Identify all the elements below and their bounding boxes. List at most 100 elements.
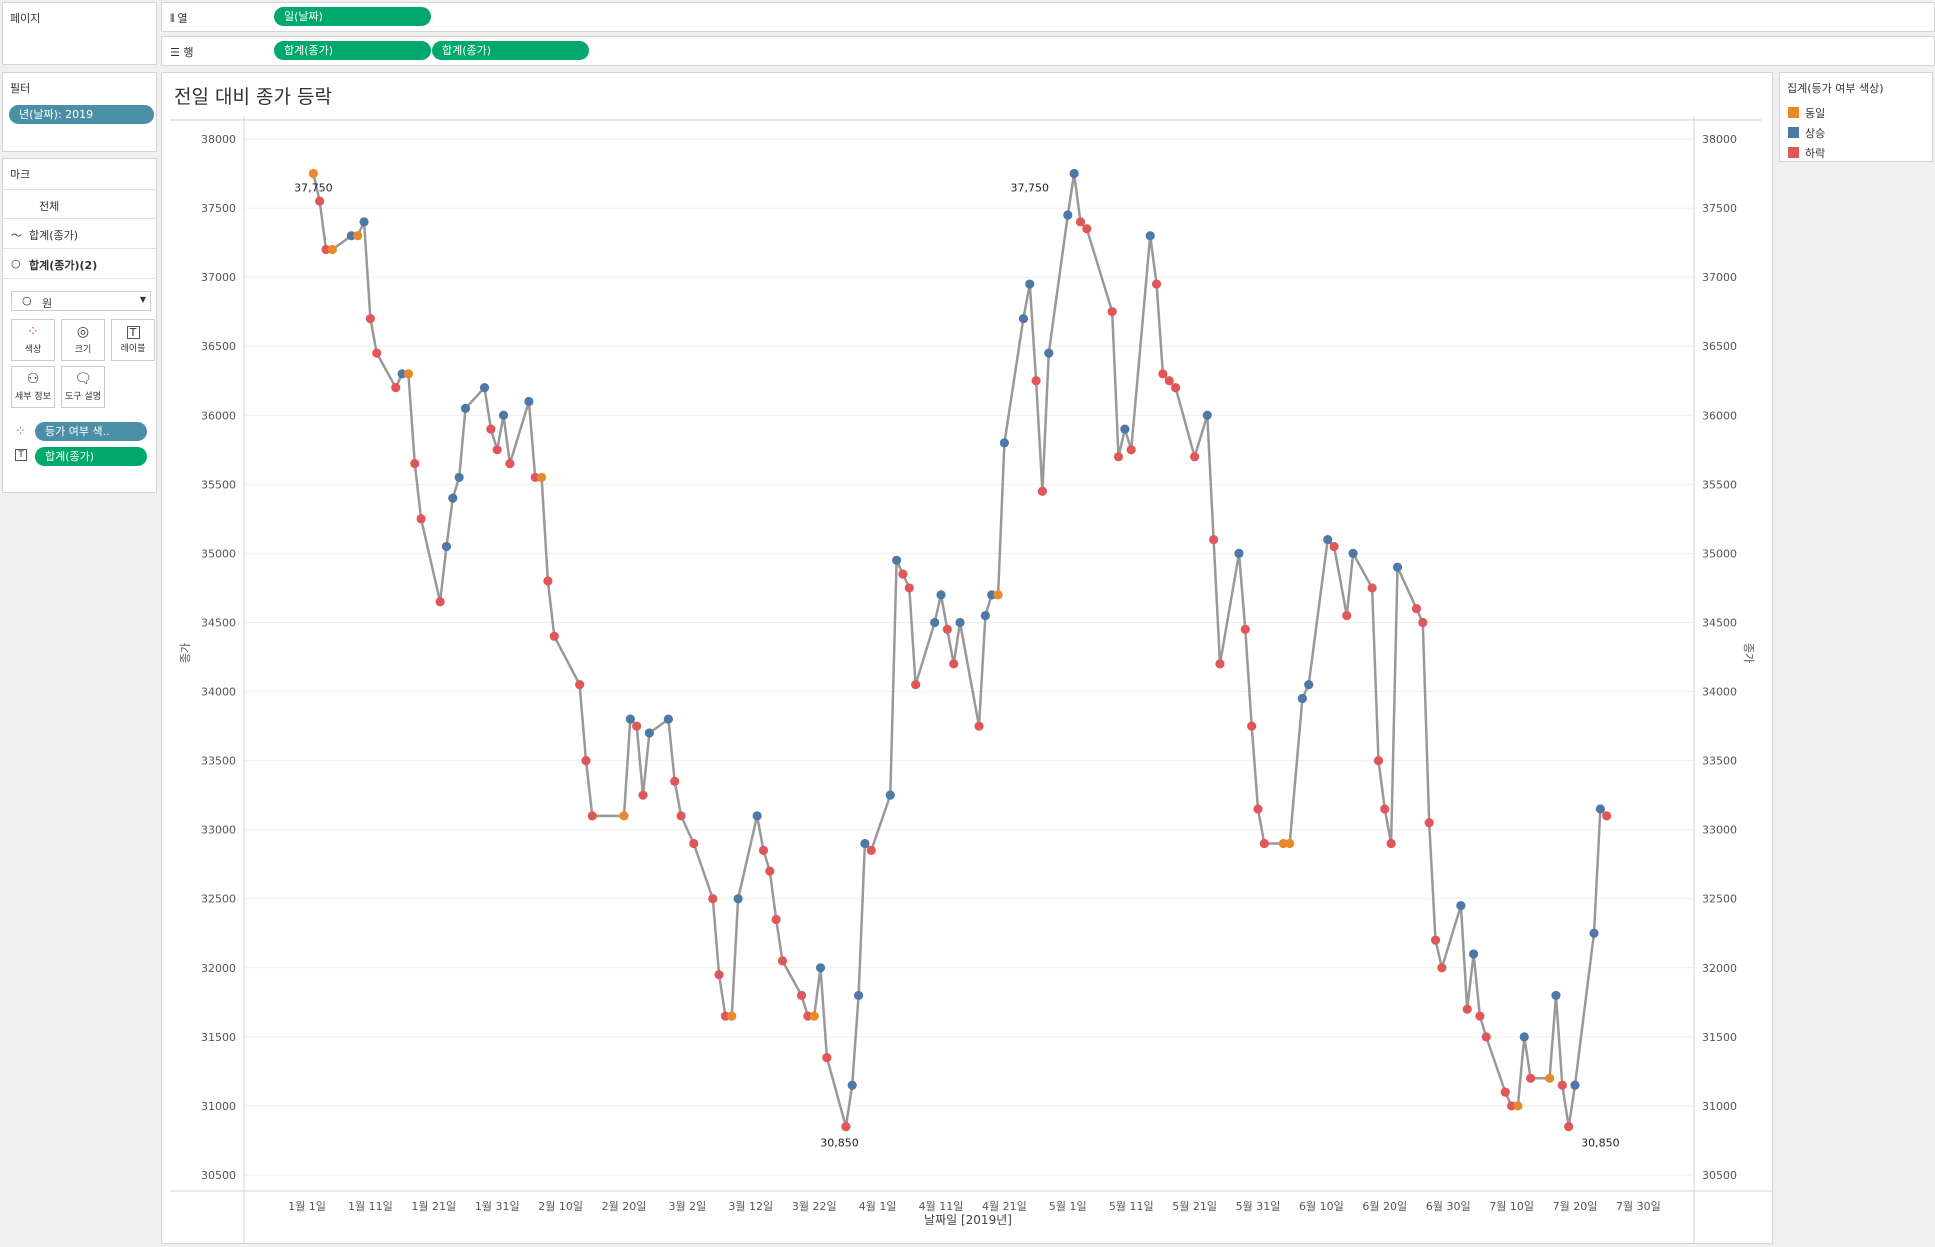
data-point <box>1190 452 1200 462</box>
data-point <box>1564 1122 1574 1132</box>
filters-label: 필터 <box>10 82 31 95</box>
x-tick-label: 1월 31일 <box>475 1199 520 1213</box>
data-point <box>980 610 990 621</box>
data-point <box>1278 838 1288 849</box>
y-tick-label-right: 34500 <box>1702 616 1737 629</box>
data-point <box>353 231 363 241</box>
data-point <box>536 472 547 483</box>
data-point <box>841 1122 851 1132</box>
data-point <box>410 459 420 469</box>
columns-pill-date[interactable]: 일(날짜) <box>274 7 431 26</box>
data-point <box>1507 1101 1517 1111</box>
mark-type-select[interactable]: ○ 원 ▼ <box>11 291 151 311</box>
y-tick-label-right: 33500 <box>1702 755 1737 768</box>
detail-button[interactable]: ⚇ 세부 정보 <box>11 366 55 408</box>
x-tick-label: 6월 10일 <box>1299 1199 1344 1213</box>
data-point <box>860 838 870 849</box>
data-point <box>644 728 654 738</box>
tooltip-button[interactable]: 🗨 도구 설명 <box>61 366 105 408</box>
data-point <box>1285 838 1295 849</box>
marks-field-label[interactable]: 합계(종가) <box>35 447 147 466</box>
data-point <box>727 1011 737 1021</box>
data-point <box>1411 604 1422 614</box>
data-point <box>435 597 445 607</box>
data-point <box>1215 659 1225 669</box>
legend-item-up[interactable]: 상승 <box>1788 125 1825 141</box>
rows-shelf[interactable]: ☰ 행 합계(종가) 합계(종가) <box>161 36 1935 66</box>
line-chart: 전일 대비 종가 등락 30500 30500 31000 31000 31500 3150… <box>170 86 1772 1243</box>
data-point <box>1158 369 1168 379</box>
data-point <box>575 680 585 690</box>
marks-tab-all[interactable]: 전체 <box>3 189 156 219</box>
data-point <box>752 811 762 821</box>
data-point <box>892 555 902 565</box>
x-tick-label: 7월 10일 <box>1489 1199 1534 1213</box>
data-point <box>853 990 864 1001</box>
y-tick-label-right: 37000 <box>1702 271 1737 284</box>
data-point <box>987 590 997 600</box>
data-label: 30,850 <box>820 1137 859 1150</box>
data-point <box>1392 562 1403 572</box>
data-point <box>1342 610 1352 621</box>
y-tick-label-right: 36500 <box>1702 340 1737 353</box>
data-point <box>416 514 426 524</box>
legend-swatch-same <box>1788 107 1799 118</box>
y-tick-label-right: 34000 <box>1702 686 1737 699</box>
filter-pill-year[interactable]: 년(날짜): 2019 <box>9 105 154 124</box>
marks-field-color[interactable]: 등가 여부 색.. <box>35 422 147 441</box>
legend-item-same[interactable]: 동일 <box>1788 105 1825 121</box>
marks-tab-layer2[interactable]: ○ 합계(종가)(2) <box>3 249 156 279</box>
data-point <box>1037 486 1048 496</box>
legend-item-down[interactable]: 하락 <box>1788 145 1825 161</box>
data-point <box>955 617 965 628</box>
data-point <box>904 583 914 593</box>
y-tick-label-right: 32000 <box>1702 962 1737 975</box>
y-tick-label-left: 33500 <box>201 755 236 768</box>
columns-icon: ⦀ <box>170 12 175 25</box>
y-tick-label-left: 32000 <box>201 962 236 975</box>
size-button[interactable]: ◎ 크기 <box>61 319 105 361</box>
data-point <box>391 383 401 393</box>
color-button[interactable]: ⁘ 색상 <box>11 319 55 361</box>
rows-pill-close-2[interactable]: 합계(종가) <box>432 41 589 60</box>
legend-swatch-up <box>1788 127 1799 138</box>
data-point <box>1418 617 1428 628</box>
data-point <box>1475 1011 1485 1021</box>
x-tick-label: 1월 21일 <box>411 1199 456 1213</box>
data-point <box>758 845 769 855</box>
legend-panel: 집계(등가 여부 색상) 동일 상승 하락 <box>1779 72 1933 162</box>
y-tick-label-left: 36000 <box>201 409 236 422</box>
data-point <box>1595 804 1605 814</box>
data-point <box>1253 804 1263 814</box>
data-point <box>942 624 952 634</box>
label-button[interactable]: T 레이블 <box>111 319 155 361</box>
data-point <box>765 866 775 876</box>
data-point <box>492 445 502 455</box>
data-point <box>505 459 515 469</box>
data-point <box>936 590 946 600</box>
data-point <box>1145 231 1155 241</box>
data-point <box>1075 217 1086 227</box>
marks-tab-layer1[interactable]: 〜 합계(종가) <box>3 219 156 249</box>
data-point <box>441 541 452 552</box>
data-point <box>403 369 414 379</box>
data-point <box>1557 1080 1567 1090</box>
data-point <box>365 313 375 324</box>
columns-shelf[interactable]: ⦀ 열 일(날짜) <box>161 2 1935 32</box>
data-point <box>479 383 490 393</box>
x-tick-label: 1월 11일 <box>348 1199 393 1213</box>
y-tick-label-left: 36500 <box>201 340 236 353</box>
data-point <box>771 914 781 925</box>
data-point <box>632 721 642 731</box>
data-point <box>1209 534 1219 545</box>
x-tick-label: 1월 1일 <box>288 1199 326 1213</box>
data-point <box>1323 534 1333 545</box>
color-dots-icon: ⁘ <box>27 324 39 340</box>
pages-panel: 페이지 <box>2 2 157 65</box>
data-point <box>1082 224 1092 234</box>
rows-pill-close-1[interactable]: 합계(종가) <box>274 41 431 60</box>
data-point <box>1202 410 1212 420</box>
data-point <box>1170 383 1181 393</box>
marks-panel: 마크 전체 〜 합계(종가) ○ 합계(종가)(2) ○ 원 ▼ ⁘ 색상 ◎ … <box>2 158 157 493</box>
color-dots-icon: ⁘ <box>15 424 26 439</box>
